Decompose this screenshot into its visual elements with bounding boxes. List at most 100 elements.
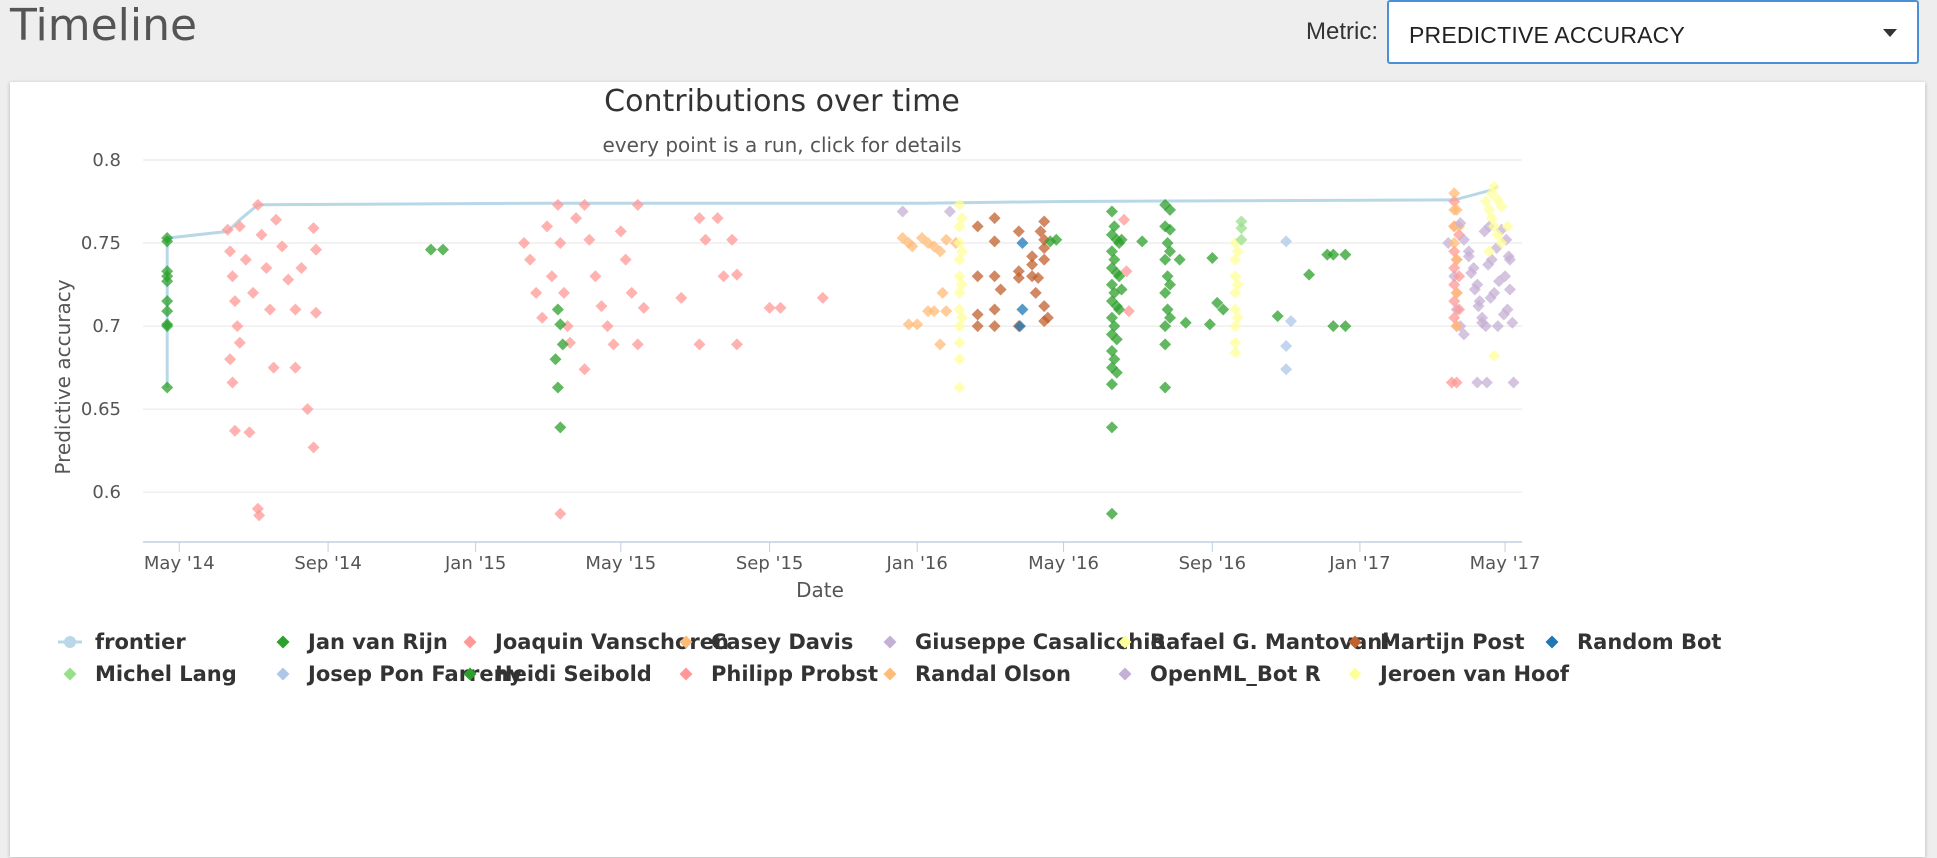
run-point[interactable] — [551, 198, 564, 211]
run-point[interactable] — [554, 318, 567, 331]
run-point[interactable] — [1503, 283, 1516, 296]
run-point[interactable] — [1105, 245, 1118, 258]
run-point[interactable] — [1457, 233, 1470, 246]
run-point[interactable] — [625, 286, 638, 299]
run-point[interactable] — [1113, 270, 1126, 283]
run-point[interactable] — [1026, 270, 1039, 283]
run-point[interactable] — [1495, 237, 1508, 250]
run-point[interactable] — [1471, 376, 1484, 389]
run-point[interactable] — [1493, 275, 1506, 288]
run-point[interactable] — [224, 353, 237, 366]
run-point[interactable] — [578, 363, 591, 376]
run-point[interactable] — [1115, 283, 1128, 296]
run-point[interactable] — [239, 253, 252, 266]
run-point[interactable] — [955, 245, 968, 258]
run-point[interactable] — [763, 301, 776, 314]
run-point[interactable] — [1179, 316, 1192, 329]
run-point[interactable] — [1231, 311, 1244, 324]
run-point[interactable] — [922, 305, 935, 318]
run-point[interactable] — [554, 237, 567, 250]
run-point[interactable] — [255, 228, 268, 241]
run-point[interactable] — [1110, 333, 1123, 346]
run-point[interactable] — [1203, 318, 1216, 331]
run-point[interactable] — [1026, 250, 1039, 263]
run-point[interactable] — [896, 205, 909, 218]
run-point[interactable] — [276, 240, 289, 253]
run-point[interactable] — [518, 237, 531, 250]
run-point[interactable] — [1506, 316, 1519, 329]
run-point[interactable] — [309, 306, 322, 319]
run-point[interactable] — [1327, 320, 1340, 333]
run-point[interactable] — [988, 235, 1001, 248]
run-point[interactable] — [1173, 253, 1186, 266]
run-point[interactable] — [1453, 303, 1466, 316]
run-point[interactable] — [1016, 303, 1029, 316]
run-point[interactable] — [693, 212, 706, 225]
run-point[interactable] — [928, 305, 941, 318]
run-point[interactable] — [953, 198, 966, 211]
run-point[interactable] — [264, 303, 277, 316]
run-point[interactable] — [260, 261, 273, 274]
run-point[interactable] — [940, 305, 953, 318]
run-point[interactable] — [1231, 245, 1244, 258]
run-point[interactable] — [971, 320, 984, 333]
run-point[interactable] — [1032, 271, 1045, 284]
run-point[interactable] — [1050, 233, 1063, 246]
run-point[interactable] — [1038, 242, 1051, 255]
run-point[interactable] — [940, 233, 953, 246]
run-point[interactable] — [551, 303, 564, 316]
run-point[interactable] — [1448, 245, 1461, 258]
run-point[interactable] — [1280, 363, 1293, 376]
run-point[interactable] — [1229, 346, 1242, 359]
run-point[interactable] — [1321, 248, 1334, 261]
run-point[interactable] — [161, 295, 174, 308]
run-point[interactable] — [953, 381, 966, 394]
run-point[interactable] — [551, 381, 564, 394]
run-point[interactable] — [1497, 308, 1510, 321]
run-point[interactable] — [1038, 300, 1051, 313]
run-point[interactable] — [1108, 353, 1121, 366]
run-point[interactable] — [233, 336, 246, 349]
run-point[interactable] — [1235, 222, 1248, 235]
run-point[interactable] — [1012, 225, 1025, 238]
run-point[interactable] — [1159, 320, 1172, 333]
run-point[interactable] — [711, 212, 724, 225]
run-point[interactable] — [1013, 320, 1026, 333]
legend-item[interactable]: Heidi Seibold — [463, 662, 652, 686]
run-point[interactable] — [1235, 215, 1248, 228]
run-point[interactable] — [583, 233, 596, 246]
run-point[interactable] — [906, 240, 919, 253]
run-point[interactable] — [1442, 237, 1455, 250]
run-point[interactable] — [541, 220, 554, 233]
run-point[interactable] — [955, 311, 968, 324]
run-point[interactable] — [228, 424, 241, 437]
run-point[interactable] — [570, 212, 583, 225]
run-point[interactable] — [1110, 366, 1123, 379]
run-point[interactable] — [1284, 315, 1297, 328]
run-point[interactable] — [267, 361, 280, 374]
run-point[interactable] — [161, 305, 174, 318]
run-point[interactable] — [589, 270, 602, 283]
run-point[interactable] — [595, 300, 608, 313]
run-point[interactable] — [953, 336, 966, 349]
run-point[interactable] — [221, 223, 234, 236]
run-point[interactable] — [1159, 286, 1172, 299]
run-point[interactable] — [1491, 320, 1504, 333]
run-point[interactable] — [557, 286, 570, 299]
run-point[interactable] — [1163, 245, 1176, 258]
run-point[interactable] — [556, 338, 569, 351]
run-point[interactable] — [1280, 340, 1293, 353]
run-point[interactable] — [1478, 225, 1491, 238]
run-point[interactable] — [247, 286, 260, 299]
run-point[interactable] — [289, 303, 302, 316]
run-point[interactable] — [699, 233, 712, 246]
run-point[interactable] — [1457, 328, 1470, 341]
run-point[interactable] — [524, 253, 537, 266]
run-point[interactable] — [545, 270, 558, 283]
legend-item[interactable]: Jan van Rijn — [276, 630, 448, 654]
run-point[interactable] — [955, 212, 968, 225]
run-point[interactable] — [1501, 303, 1514, 316]
run-point[interactable] — [226, 376, 239, 389]
run-point[interactable] — [270, 213, 283, 226]
run-point[interactable] — [1235, 233, 1248, 246]
